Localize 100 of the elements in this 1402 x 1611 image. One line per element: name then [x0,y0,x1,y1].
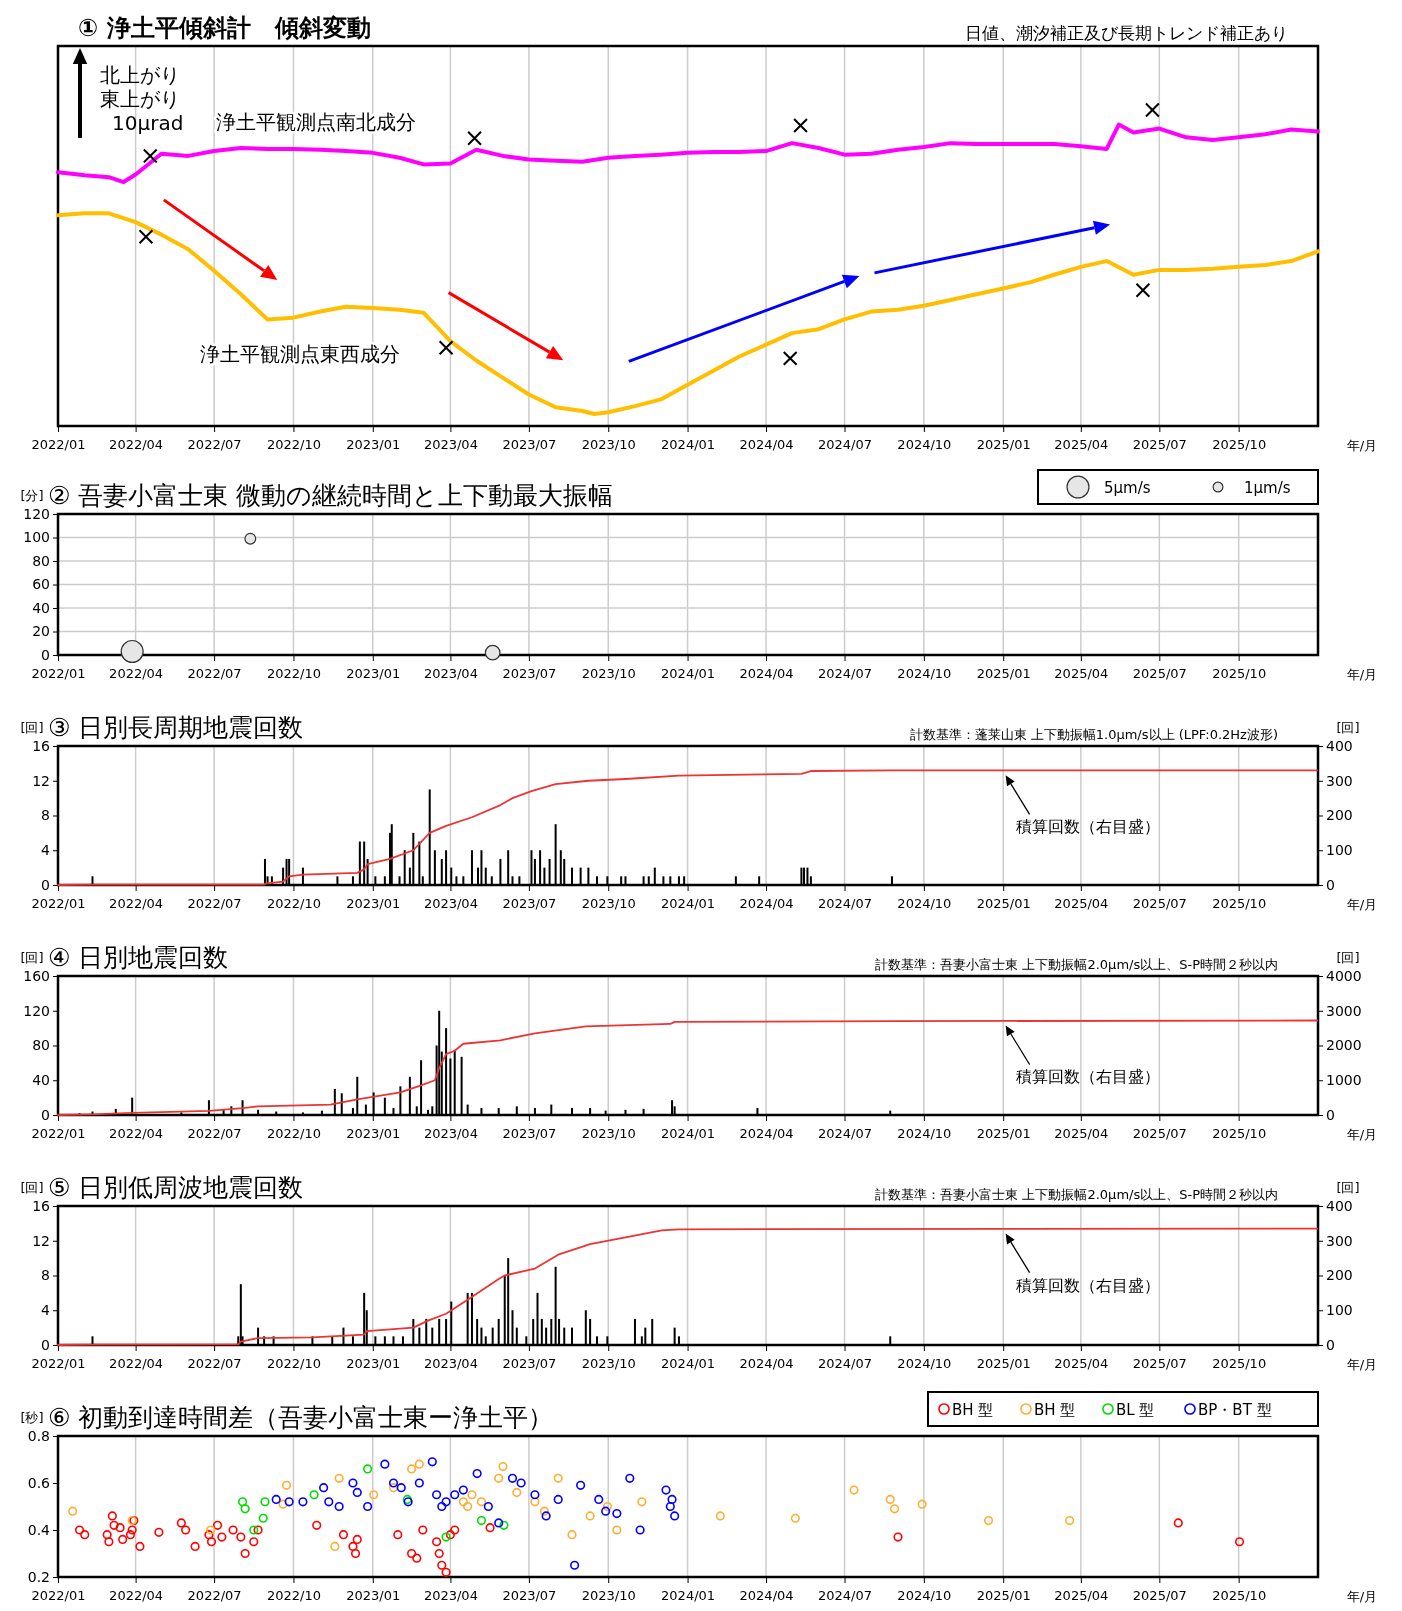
point [541,1511,551,1521]
point [467,130,482,146]
x-tick-label: 2024/01 [661,437,716,453]
point [450,1525,460,1535]
y-axis-title: [秒] [20,1410,44,1425]
x-tick-label: 2023/04 [423,896,478,912]
y-tick-label: 60 [32,576,50,593]
y2-tick-label: 2000 [1326,1037,1362,1054]
point [369,1490,379,1500]
point [363,1501,373,1512]
x-tick-label: 2025/04 [1054,1588,1109,1604]
x-tick-label: 2022/10 [266,666,321,682]
y2-tick-label: 1000 [1326,1072,1362,1089]
point [260,1497,270,1507]
point [249,1525,259,1535]
x-tick-label: 2023/10 [581,1588,636,1604]
y2-tick-label: 100 [1326,842,1353,859]
point [102,1530,112,1540]
point [917,1499,927,1509]
point [432,1537,442,1547]
line-series [57,1019,1319,1116]
x-tick-label: 2024/01 [661,1126,716,1142]
point [407,1548,417,1559]
point [348,1478,358,1488]
point [176,1518,186,1528]
point [393,1530,403,1540]
point [1065,1516,1075,1526]
x-tick-label: 2025/07 [1132,1588,1187,1604]
y2-tick-label: 3000 [1326,1002,1362,1019]
point [782,350,798,366]
x-tick-label: 2025/01 [976,1126,1031,1142]
x-tick-label: 2025/01 [976,1588,1031,1604]
point [602,1501,612,1512]
x-tick-label: 2025/07 [1132,1126,1187,1142]
point [885,1494,895,1505]
point [312,1520,322,1530]
x-tick-label: 2024/07 [818,1356,873,1372]
x-tick-label: 2023/01 [346,1126,401,1142]
x-tick-label: 2024/04 [739,896,794,912]
x-tick-label: 2024/04 [739,437,794,453]
y2-tick-label: 200 [1326,807,1353,824]
x-tick-label: 2022/04 [109,1588,164,1604]
y2-axis-title: [回] [1336,720,1360,735]
point [612,1525,622,1535]
y-tick-label: 0 [41,1106,50,1123]
x-tick-label: 2022/10 [266,1356,321,1372]
x-tick-label: 2024/04 [739,1356,794,1372]
y-tick-label: 0 [41,1336,50,1353]
x-tick-label: 2025/10 [1212,896,1267,912]
point [485,1523,495,1533]
chart-title: ① 浄土平傾斜計 傾斜変動 [78,14,371,42]
point [319,1483,329,1493]
x-tick-label: 2025/10 [1212,666,1267,682]
x-tick-label: 2023/04 [423,666,478,682]
line-series [57,1227,1319,1346]
x-tick-label: 2023/01 [346,666,401,682]
x-tick-label: 2023/07 [502,896,557,912]
x-tick-label: 2024/10 [897,1356,952,1372]
x-tick-label: 2022/01 [31,1588,86,1604]
chart-title: ⑥ 初動到達時間差（吾妻小富士東ー浄土平） [48,1403,554,1432]
x-tick-label: 2025/04 [1054,666,1109,682]
chart-subtitle: 計数基準：蓬莱山東 上下動振幅1.0μm/s以上 (LPF:0.2Hz波形) [909,727,1278,742]
x-tick-label: 2024/01 [661,896,716,912]
x-tick-label: 2024/10 [897,1588,952,1604]
point [893,1532,903,1542]
y-tick-label: 4 [41,1302,51,1319]
point [498,1461,508,1472]
point [138,229,154,245]
x-tick-label: 2025/10 [1212,437,1267,453]
x-tick-label: 2023/01 [346,437,401,453]
point [637,1497,647,1507]
x-tick-label: 2024/07 [818,1588,873,1604]
x-tick-label: 2023/10 [581,896,636,912]
point [661,1485,671,1495]
x-tick-label: 2023/10 [581,1356,636,1372]
y2-axis-title: [回] [1336,1180,1360,1195]
x-tick-label: 2023/07 [502,437,557,453]
y-tick-label: 20 [32,623,50,640]
series-label: 浄土平観測点南北成分 [215,110,416,135]
point [1234,1537,1245,1547]
chart-title: ② 吾妻小富士東 微動の継続時間と上下動最大振幅 [48,481,614,510]
x-tick-label: 2024/07 [818,1126,873,1142]
point [635,1525,645,1535]
x-tick-label: 2025/01 [976,437,1031,453]
y-tick-label: 0.8 [27,1427,50,1444]
point [284,1497,294,1507]
x-tick-label: 2022/01 [31,896,86,912]
point [396,1483,406,1493]
point [507,1473,518,1483]
point [125,1530,136,1540]
point [530,1490,540,1500]
point [281,1480,292,1490]
x-tick-label: 2022/10 [266,1126,321,1142]
point [427,1457,437,1467]
point [324,1497,334,1507]
point [352,1487,362,1497]
x-tick-label: 2025/04 [1054,896,1109,912]
annotation: 東上がり [100,87,180,111]
point [330,1541,340,1552]
chart-title: ⑤ 日別低周波地震回数 [48,1173,304,1202]
